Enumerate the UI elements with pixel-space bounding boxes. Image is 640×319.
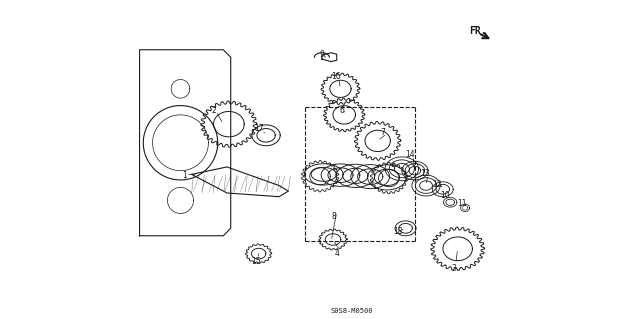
- Text: 5: 5: [390, 164, 395, 173]
- Text: 16: 16: [331, 72, 340, 81]
- Text: 13: 13: [420, 169, 429, 178]
- Text: 6: 6: [340, 106, 345, 115]
- Text: 2: 2: [212, 106, 216, 115]
- Text: S0S8-M0500: S0S8-M0500: [330, 308, 373, 314]
- Text: 18: 18: [394, 227, 403, 236]
- Text: 10: 10: [440, 191, 449, 200]
- Text: 11: 11: [458, 198, 467, 208]
- Text: 17: 17: [254, 124, 264, 133]
- Text: 7: 7: [381, 128, 386, 137]
- Text: 12: 12: [433, 180, 442, 189]
- Text: 14: 14: [405, 150, 415, 159]
- Text: 9: 9: [319, 50, 324, 59]
- Text: 3: 3: [451, 264, 456, 273]
- Text: 8: 8: [332, 212, 337, 221]
- Text: FR.: FR.: [469, 26, 486, 36]
- Text: 15: 15: [251, 256, 261, 265]
- Text: 4: 4: [334, 249, 339, 258]
- Text: 1: 1: [182, 171, 187, 180]
